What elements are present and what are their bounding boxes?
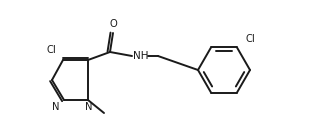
Text: N: N — [85, 102, 93, 112]
Text: Cl: Cl — [245, 34, 255, 45]
Text: Cl: Cl — [46, 45, 56, 55]
Text: NH: NH — [133, 51, 149, 61]
Text: O: O — [109, 19, 117, 29]
Text: N: N — [52, 102, 60, 112]
